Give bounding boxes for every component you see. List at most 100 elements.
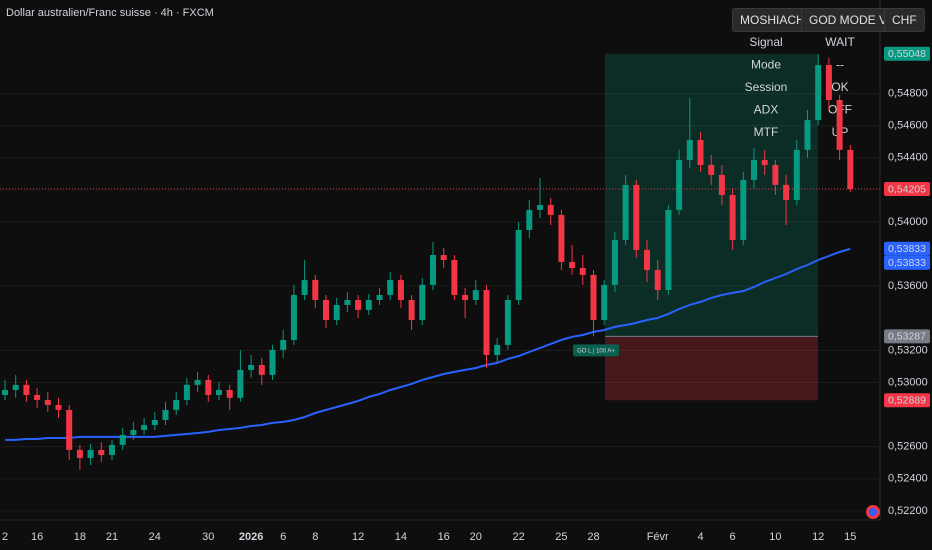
y-tick-label: 0,54800 — [888, 87, 928, 99]
candle-body — [258, 364, 265, 375]
candle-body — [355, 299, 362, 310]
profit-zone — [605, 53, 818, 337]
y-tick-label: 0,53000 — [888, 376, 928, 388]
candle-body — [237, 369, 244, 398]
candle-body — [601, 284, 608, 321]
table-value: OK — [831, 80, 848, 94]
candle-body — [280, 339, 287, 350]
candle-body — [622, 184, 629, 240]
x-tick-label: 14 — [395, 531, 407, 543]
x-tick-label: 12 — [812, 531, 824, 543]
x-tick-label: 15 — [844, 531, 856, 543]
candle-body — [66, 409, 73, 450]
price-tag-label: 0,53287 — [888, 331, 926, 343]
price-tag-label: 0,53833 — [888, 257, 926, 269]
x-tick-label: 8 — [312, 531, 318, 543]
indicator-button[interactable]: MOSHIACH — [732, 8, 813, 32]
candle-body — [740, 179, 747, 240]
y-tick-label: 0,52200 — [888, 505, 928, 517]
y-tick-label: 0,54000 — [888, 216, 928, 228]
candle-body — [783, 184, 790, 200]
price-tag-label: 0,54205 — [888, 183, 926, 195]
table-key: Signal — [749, 35, 782, 49]
price-tag — [884, 329, 930, 344]
candle-body — [333, 304, 340, 321]
x-tick-label: 24 — [149, 531, 161, 543]
position-label: GO L | 100 A+ — [577, 348, 615, 354]
candle-body — [290, 294, 297, 340]
candle-body — [312, 279, 319, 300]
x-tick-label: 10 — [769, 531, 781, 543]
candle-body — [162, 409, 169, 421]
candle-body — [611, 239, 618, 285]
candle-body — [751, 160, 757, 180]
candle-body — [109, 444, 115, 455]
candle-body — [483, 290, 490, 356]
table-value: -- — [836, 58, 844, 72]
candle-body — [451, 260, 458, 295]
price-tag — [884, 241, 930, 256]
candle-body — [526, 209, 533, 230]
candle-body — [729, 195, 736, 240]
candle-body — [76, 449, 83, 458]
price-tag-label: 0,55048 — [888, 48, 926, 60]
candle-body — [654, 269, 661, 291]
y-tick-label: 0,53200 — [888, 344, 928, 356]
candle-body — [98, 449, 105, 455]
candle-body — [194, 379, 201, 385]
candle-body — [419, 284, 426, 321]
candle-body — [697, 139, 704, 165]
candle-body — [323, 299, 329, 321]
currency-button[interactable]: CHF — [884, 8, 925, 32]
candle-body — [12, 384, 19, 390]
candle-body — [825, 65, 832, 100]
candle-body — [365, 299, 372, 310]
y-tick-label: 0,54600 — [888, 120, 928, 132]
candle-body — [815, 65, 822, 121]
x-tick-label: 28 — [587, 531, 599, 543]
x-tick-label: 30 — [202, 531, 214, 543]
table-key: Session — [745, 80, 788, 94]
candle-body — [676, 160, 683, 210]
price-tag — [884, 182, 930, 197]
candle-body — [804, 120, 811, 150]
x-tick-label: 25 — [555, 531, 567, 543]
candle-body — [301, 279, 308, 295]
candle-body — [269, 349, 276, 375]
price-tag-label: 0,52889 — [888, 395, 926, 407]
candle-body — [579, 268, 586, 275]
x-tick-label: 12 — [352, 531, 364, 543]
x-tick-label: 4 — [697, 531, 703, 543]
candle-body — [686, 139, 693, 161]
x-tick-label: 21 — [106, 531, 118, 543]
x-tick-label: 16 — [31, 531, 43, 543]
candle-body — [173, 399, 180, 410]
y-tick-label: 0,53600 — [888, 280, 928, 292]
candle-body — [183, 384, 190, 400]
price-tag — [884, 393, 930, 408]
candle-body — [119, 434, 126, 445]
x-tick-label: Févr — [647, 531, 669, 543]
candle-body — [44, 399, 51, 405]
candle-body — [547, 204, 554, 215]
candle-body — [472, 290, 479, 300]
loss-zone — [605, 336, 818, 401]
candle-body — [376, 294, 383, 300]
candle-body — [2, 390, 8, 395]
candle-body — [590, 274, 597, 321]
candle-body — [569, 261, 576, 269]
candle-body — [515, 229, 522, 300]
price-tag-label: 0,53833 — [888, 243, 926, 255]
table-key: ADX — [754, 103, 779, 117]
candle-body — [772, 164, 779, 185]
candle-body — [248, 364, 255, 370]
candle-body — [537, 204, 543, 210]
candle-body — [558, 214, 565, 262]
candle-body — [633, 184, 640, 250]
candle-body — [494, 344, 501, 356]
candle-body — [344, 299, 351, 305]
y-tick-label: 0,54400 — [888, 152, 928, 164]
x-tick-label: 2026 — [239, 531, 263, 543]
